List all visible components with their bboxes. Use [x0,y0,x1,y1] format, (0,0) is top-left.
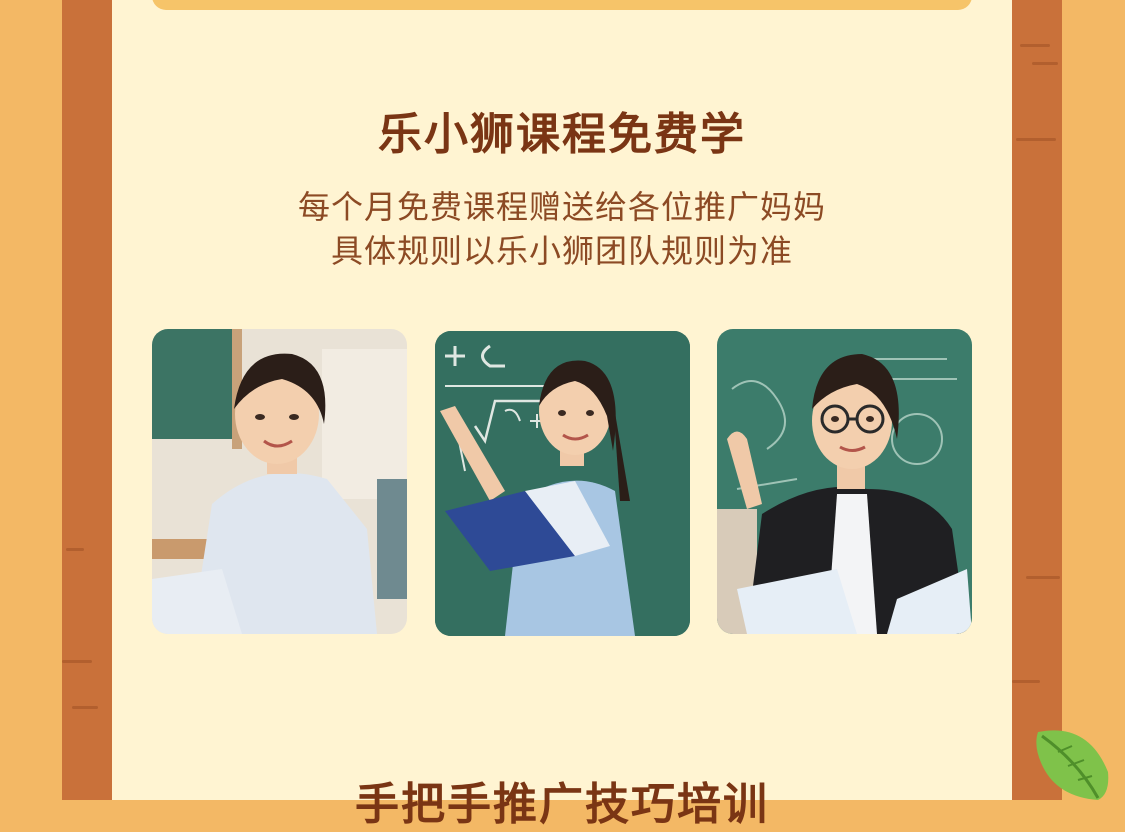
previous-section-bottom [152,0,972,10]
next-section-title: 手把手推广技巧培训 [355,779,769,830]
wood-frame-left [62,0,112,800]
teacher-photo-2 [435,331,690,636]
teacher-photo-1 [152,329,407,634]
section-subtitle-line1: 每个月免费课程赠送给各位推广妈妈 [297,188,826,226]
teacher-photo-3 [717,329,972,634]
section-subtitle-line2: 具体规则以乐小狮团队规则为准 [330,232,793,270]
leaf-decoration-icon [1028,722,1118,802]
section-title: 乐小狮课程免费学 [378,109,746,160]
wood-frame-right [1012,0,1062,800]
